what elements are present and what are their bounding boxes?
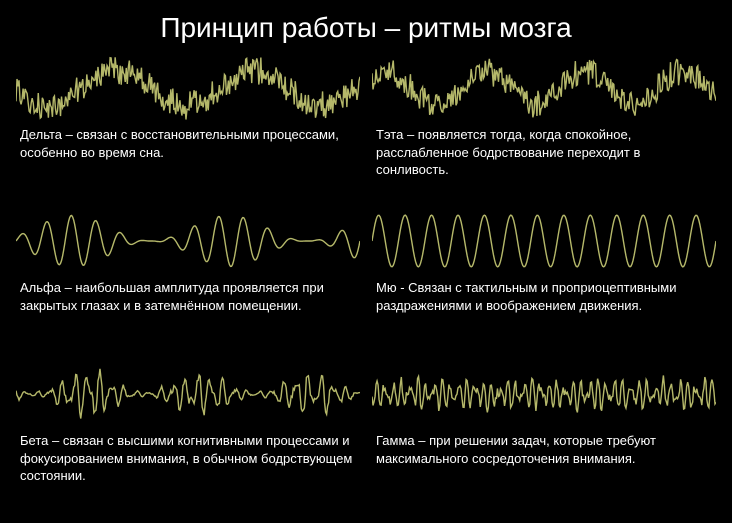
caption-mu: Мю - Связан с тактильным и проприоцептив…: [372, 277, 716, 314]
wave-path-delta: [16, 57, 360, 119]
caption-alpha: Альфа – наибольшая амплитуда проявляется…: [16, 277, 360, 314]
cell-delta: Дельта – связан с восстановительными про…: [16, 52, 360, 201]
cell-alpha: Альфа – наибольшая амплитуда проявляется…: [16, 205, 360, 354]
cell-beta: Бета – связан с высшими когнитивными про…: [16, 358, 360, 507]
wave-grid: Дельта – связан с восстановительными про…: [0, 52, 732, 517]
caption-beta: Бета – связан с высшими когнитивными про…: [16, 430, 360, 485]
wave-path-theta: [372, 59, 716, 118]
wave-path-beta: [16, 369, 360, 419]
wave-path-gamma: [372, 376, 716, 413]
wave-theta: [372, 52, 716, 124]
wave-gamma: [372, 358, 716, 430]
caption-theta: Тэта – появляется тогда, когда спокойное…: [372, 124, 716, 179]
cell-mu: Мю - Связан с тактильным и проприоцептив…: [372, 205, 716, 354]
wave-delta: [16, 52, 360, 124]
caption-gamma: Гамма – при решении задач, которые требу…: [372, 430, 716, 467]
wave-alpha: [16, 205, 360, 277]
page-title: Принцип работы – ритмы мозга: [0, 0, 732, 52]
wave-path-mu: [372, 215, 716, 267]
cell-gamma: Гамма – при решении задач, которые требу…: [372, 358, 716, 507]
wave-beta: [16, 358, 360, 430]
cell-theta: Тэта – появляется тогда, когда спокойное…: [372, 52, 716, 201]
wave-path-alpha: [16, 216, 360, 267]
caption-delta: Дельта – связан с восстановительными про…: [16, 124, 360, 161]
wave-mu: [372, 205, 716, 277]
